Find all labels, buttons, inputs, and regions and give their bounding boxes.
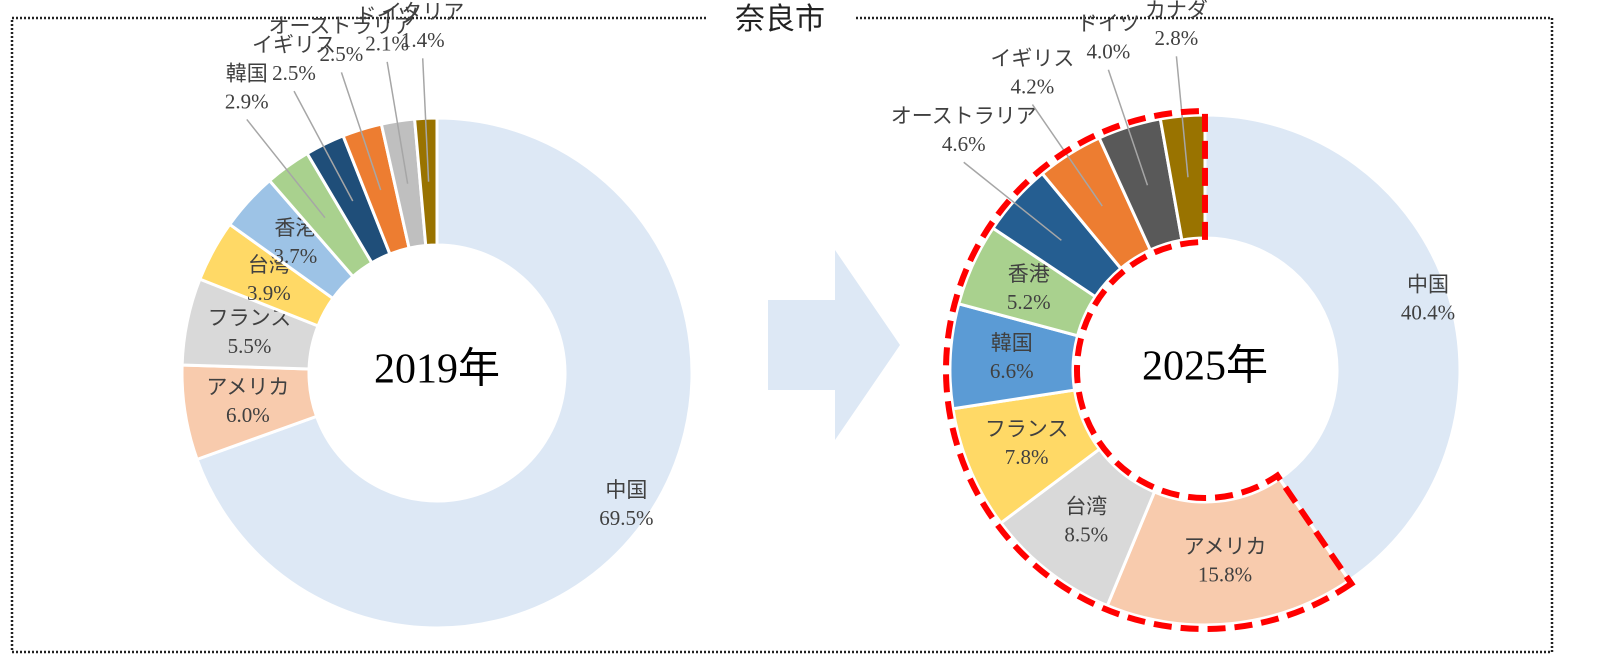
center-label: 2025年	[1142, 343, 1268, 390]
segment-label: 中国	[1407, 273, 1449, 297]
segment-label: イギリス	[990, 46, 1074, 70]
segment-value-label: 15.8%	[1198, 562, 1252, 586]
donut-segment	[412, 116, 439, 248]
segment-value-label: 6.6%	[990, 359, 1034, 383]
leader-line	[293, 90, 354, 202]
segment-value-label: 5.5%	[228, 334, 272, 358]
leader-line	[1107, 69, 1149, 186]
leader-line	[340, 72, 382, 191]
segment-value-label: 2.5%	[272, 61, 316, 85]
segment-label: 台湾	[1065, 495, 1107, 519]
segment-label: ドイツ	[1077, 12, 1140, 36]
segment-label: アメリカ	[1184, 534, 1267, 558]
segment-value-label: 40.4%	[1401, 301, 1455, 325]
segment-label: 中国	[605, 478, 647, 502]
leader-line	[246, 119, 326, 219]
segment-value-label: 2.5%	[320, 42, 364, 66]
segment-label: フランス	[985, 417, 1069, 441]
highlight-outline	[943, 107, 1356, 632]
segment-value-label: 7.8%	[1005, 445, 1049, 469]
leader-line	[421, 58, 430, 182]
segment-label: ドイツ	[356, 4, 419, 28]
segment-label: オーストラリア	[268, 14, 414, 38]
segment-value-label: 5.2%	[1007, 290, 1051, 314]
segment-value-label: 3.9%	[247, 281, 291, 305]
leader-line	[1175, 56, 1189, 178]
segment-value-label: 69.5%	[599, 506, 653, 530]
segment-label: カナダ	[1145, 0, 1208, 22]
leader-line	[386, 61, 409, 184]
leader-line	[963, 161, 1062, 241]
segment-value-label: 2.8%	[1155, 26, 1199, 50]
segment-label: オーストラリア	[891, 104, 1037, 128]
donut-segment	[195, 116, 694, 630]
segment-value-label: 1.4%	[401, 28, 445, 52]
segment-label: 韓国	[991, 331, 1033, 355]
donut-segment	[1105, 476, 1352, 627]
segment-value-label: 4.6%	[942, 132, 986, 156]
segment-value-label: 4.2%	[1011, 74, 1055, 98]
center-label: 2019年	[374, 346, 500, 393]
segment-value-label: 6.0%	[226, 403, 270, 427]
figure-title: 奈良市	[735, 3, 825, 36]
segment-value-label: 8.5%	[1064, 523, 1108, 547]
donut-segment	[1203, 113, 1462, 583]
segment-value-label: 2.9%	[225, 89, 269, 113]
segment-label: イギリス	[252, 33, 336, 57]
segment-value-label: 3.7%	[273, 244, 317, 268]
segment-label: アメリカ	[206, 375, 289, 399]
segment-label: イタリア	[381, 0, 464, 24]
leader-line	[1031, 104, 1103, 207]
segment-value-label: 4.0%	[1086, 40, 1130, 64]
segment-value-label: 2.1%	[365, 32, 409, 56]
segment-label: 韓国	[226, 61, 268, 85]
segment-label: 香港	[1008, 262, 1050, 286]
arrow	[768, 250, 900, 440]
title-backdrop	[706, 2, 856, 38]
